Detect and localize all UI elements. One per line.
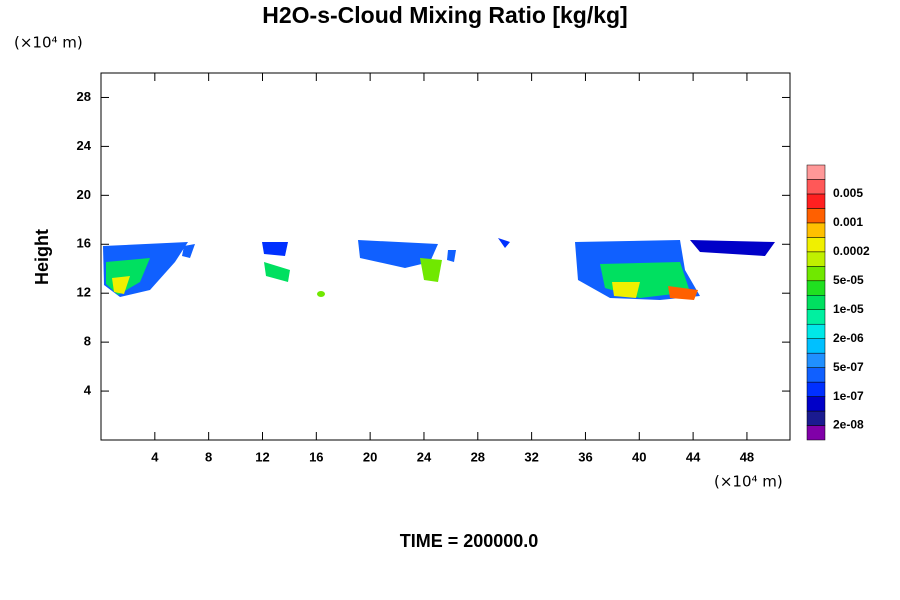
y-tick-label: 24 — [77, 138, 92, 153]
colorbar-box — [806, 280, 826, 296]
colorbar-label: 0.0002 — [833, 244, 870, 258]
cloud-field — [103, 238, 775, 300]
x-tick-label: 8 — [205, 449, 212, 464]
x-tick-label: 12 — [255, 449, 269, 464]
colorbar-label: 0.001 — [833, 215, 863, 229]
colorbar-box — [806, 222, 826, 238]
plot-frame — [100, 72, 791, 441]
x-tick-label: 40 — [632, 449, 646, 464]
colorbar-label: 2e-06 — [833, 331, 864, 345]
x-tick-label: 20 — [363, 449, 377, 464]
chart-title: H2O-s-Cloud Mixing Ratio [kg/kg] — [262, 2, 627, 28]
x-tick-label: 4 — [151, 449, 159, 464]
colorbar-box — [806, 193, 826, 209]
colorbar-box — [806, 237, 826, 253]
colorbar-box — [806, 381, 826, 397]
x-tick-label: 16 — [309, 449, 323, 464]
colorbar-box — [806, 410, 826, 426]
x-tick-label: 32 — [524, 449, 538, 464]
colorbar-box — [806, 295, 826, 310]
y-tick-label: 4 — [84, 383, 92, 398]
colorbar-box — [806, 266, 826, 282]
y-tick-label: 28 — [77, 89, 91, 104]
y-tick-label: 8 — [84, 334, 91, 349]
colorbar-box — [806, 164, 826, 180]
colorbar-label: 1e-05 — [833, 302, 864, 316]
x-unit: (×10⁴ m) — [714, 473, 783, 491]
colorbar-box — [806, 323, 826, 339]
colorbar-label: 5e-05 — [833, 273, 864, 287]
colorbar-box — [806, 367, 826, 383]
y-tick-label: 20 — [77, 187, 91, 202]
colorbar-box — [806, 309, 826, 325]
colorbar-label: 2e-08 — [833, 418, 864, 432]
x-tick-label: 48 — [740, 449, 754, 464]
colorbar-box — [806, 179, 826, 195]
colorbar-box — [806, 396, 826, 412]
x-tick-label: 44 — [686, 449, 701, 464]
x-tick-label: 36 — [578, 449, 592, 464]
colorbar-label: 5e-07 — [833, 360, 864, 374]
colorbar-box — [806, 425, 826, 441]
footer: TIME = 200000.0 — [400, 531, 539, 551]
y-unit: (×10⁴ m) — [14, 34, 83, 52]
colorbar-box — [806, 251, 826, 267]
x-tick-label: 28 — [471, 449, 485, 464]
colorbar-box — [806, 352, 826, 368]
y-tick-label: 12 — [77, 285, 91, 300]
y-label: Height — [32, 229, 52, 285]
y-tick-label: 16 — [77, 236, 91, 251]
colorbar-box — [806, 208, 826, 224]
x-tick-label: 24 — [417, 449, 432, 464]
colorbar-box — [806, 338, 826, 354]
colorbar-label: 0.005 — [833, 186, 863, 200]
colorbar-label: 1e-07 — [833, 389, 864, 403]
